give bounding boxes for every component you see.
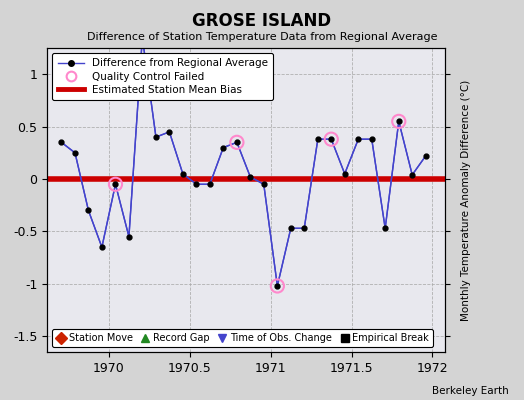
Point (111, 181, 119, 188)
Point (273, 283, 281, 289)
Point (233, 139, 241, 146)
Legend: Station Move, Record Gap, Time of Obs. Change, Empirical Break: Station Move, Record Gap, Time of Obs. C… (52, 329, 433, 347)
Point (395, 118, 403, 124)
Point (327, 136, 335, 142)
Text: Berkeley Earth: Berkeley Earth (432, 386, 508, 396)
Text: Difference of Station Temperature Data from Regional Average: Difference of Station Temperature Data f… (87, 32, 437, 42)
Y-axis label: Monthly Temperature Anomaly Difference (°C): Monthly Temperature Anomaly Difference (… (461, 79, 471, 321)
Text: GROSE ISLAND: GROSE ISLAND (192, 12, 332, 30)
Point (138, 34, 147, 41)
